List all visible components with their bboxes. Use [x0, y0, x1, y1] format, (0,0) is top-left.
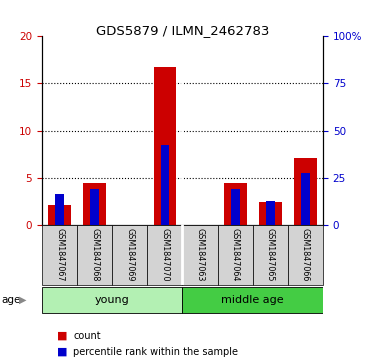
Text: young: young	[95, 295, 130, 305]
Bar	[161, 145, 169, 225]
Text: GSM1847069: GSM1847069	[125, 228, 134, 282]
Bar	[288, 225, 323, 285]
Bar	[42, 287, 182, 313]
Bar	[112, 225, 147, 285]
Bar	[55, 194, 64, 225]
Text: ▶: ▶	[19, 295, 27, 305]
Text: GSM1847064: GSM1847064	[231, 228, 240, 281]
Bar	[224, 183, 247, 225]
Text: GDS5879 / ILMN_2462783: GDS5879 / ILMN_2462783	[96, 24, 269, 37]
Bar	[218, 225, 253, 285]
Bar	[231, 189, 239, 225]
Text: count: count	[73, 331, 101, 341]
Text: GSM1847066: GSM1847066	[301, 228, 310, 281]
Text: GSM1847063: GSM1847063	[196, 228, 204, 281]
Text: GSM1847067: GSM1847067	[55, 228, 64, 282]
Text: age: age	[2, 295, 21, 305]
Bar	[182, 287, 323, 313]
Bar	[154, 66, 176, 225]
Bar	[253, 225, 288, 285]
Bar	[83, 183, 106, 225]
Text: GSM1847068: GSM1847068	[90, 228, 99, 281]
Text: ■: ■	[57, 347, 67, 357]
Text: GSM1847065: GSM1847065	[266, 228, 275, 282]
Text: middle age: middle age	[222, 295, 284, 305]
Bar	[90, 189, 99, 225]
Bar	[266, 201, 275, 225]
Bar	[182, 225, 218, 285]
Bar	[42, 225, 77, 285]
Text: percentile rank within the sample: percentile rank within the sample	[73, 347, 238, 357]
Text: GSM1847070: GSM1847070	[161, 228, 169, 282]
Text: ■: ■	[57, 331, 67, 341]
Bar	[147, 225, 182, 285]
Bar	[294, 158, 317, 225]
Bar	[77, 225, 112, 285]
Bar	[259, 203, 282, 225]
Bar	[48, 205, 71, 225]
Bar	[301, 173, 310, 225]
